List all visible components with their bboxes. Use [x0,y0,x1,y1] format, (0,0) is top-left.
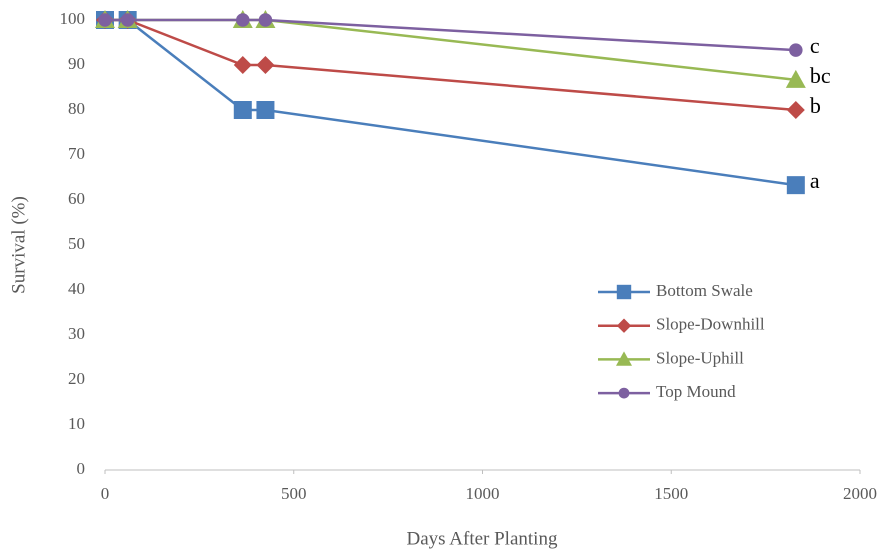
marker [98,13,112,27]
y-tick-label: 40 [68,279,85,298]
significance-label: c [810,33,820,58]
x-tick-label: 1500 [654,484,688,503]
x-axis-title: Days After Planting [407,528,558,549]
marker [258,13,273,27]
legend-label: Top Mound [656,382,736,401]
marker [233,56,252,74]
x-tick-label: 2000 [843,484,877,503]
marker [236,13,250,27]
y-tick-label: 50 [68,234,85,253]
y-tick-label: 0 [77,459,86,478]
marker [786,176,805,195]
series-line [105,18,796,112]
y-tick-label: 80 [68,99,85,118]
x-tick-label: 1000 [466,484,500,503]
marker [120,13,135,27]
significance-label: b [810,93,821,118]
x-tick-label: 500 [281,484,307,503]
y-tick-label: 20 [68,369,85,388]
marker [785,69,806,88]
marker [616,284,632,300]
marker [616,351,632,366]
marker [256,56,275,74]
marker [616,318,632,333]
x-tick-label: 0 [101,484,110,503]
y-tick-label: 70 [68,144,85,163]
significance-label: a [810,168,820,193]
y-tick-label: 30 [68,324,85,343]
marker [256,101,275,119]
series-line [105,18,796,82]
marker [233,101,252,119]
marker [789,43,803,57]
y-axis-title: Survival (%) [8,196,29,294]
series-line [105,18,796,52]
y-tick-label: 90 [68,54,85,73]
legend-label: Slope-Downhill [656,315,765,334]
legend-label: Slope-Uphill [656,348,744,367]
marker [786,101,805,119]
legend-label: Bottom Swale [656,281,753,300]
marker [618,387,630,399]
y-tick-label: 60 [68,189,85,208]
legend: Bottom Swale Slope-Downhill Slope-Uphill To… [598,281,765,401]
y-tick-label: 100 [60,9,86,28]
y-tick-label: 10 [68,414,85,433]
significance-label: bc [810,63,831,88]
